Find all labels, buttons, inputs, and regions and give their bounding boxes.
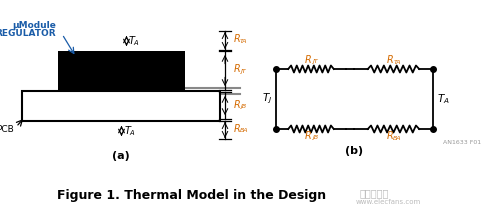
Text: PCB: PCB — [0, 124, 14, 134]
Text: TA: TA — [240, 39, 247, 44]
Text: R: R — [234, 35, 241, 45]
Text: $T_A$: $T_A$ — [437, 92, 450, 106]
Text: $T_J$: $T_J$ — [262, 92, 272, 106]
Text: 电子发烧友: 电子发烧友 — [360, 188, 389, 198]
Text: R: R — [387, 131, 394, 141]
Text: R: R — [234, 65, 241, 74]
Bar — [22, 91, 220, 121]
Text: AN1633 F01: AN1633 F01 — [443, 141, 481, 146]
Text: JT: JT — [312, 60, 318, 65]
Text: R: R — [387, 55, 394, 65]
Text: www.elecfans.com: www.elecfans.com — [356, 199, 421, 205]
Text: (a): (a) — [112, 151, 130, 161]
Text: $T_A$: $T_A$ — [129, 34, 141, 48]
Text: Figure 1. Thermal Model in the Design: Figure 1. Thermal Model in the Design — [57, 188, 327, 202]
Text: (b): (b) — [346, 146, 363, 156]
Text: R: R — [305, 131, 311, 141]
Text: JB: JB — [240, 104, 246, 109]
Text: BA: BA — [240, 128, 249, 134]
Text: BA: BA — [393, 135, 402, 141]
Text: R: R — [234, 100, 241, 110]
Text: REGULATOR: REGULATOR — [0, 30, 56, 38]
Bar — [58, 51, 185, 91]
Text: JT: JT — [240, 69, 246, 74]
Text: μModule: μModule — [12, 22, 56, 31]
Text: R: R — [305, 55, 311, 65]
Text: TA: TA — [394, 60, 401, 65]
Text: R: R — [234, 124, 241, 134]
Text: $T_A$: $T_A$ — [123, 124, 135, 138]
Text: JB: JB — [312, 135, 318, 141]
